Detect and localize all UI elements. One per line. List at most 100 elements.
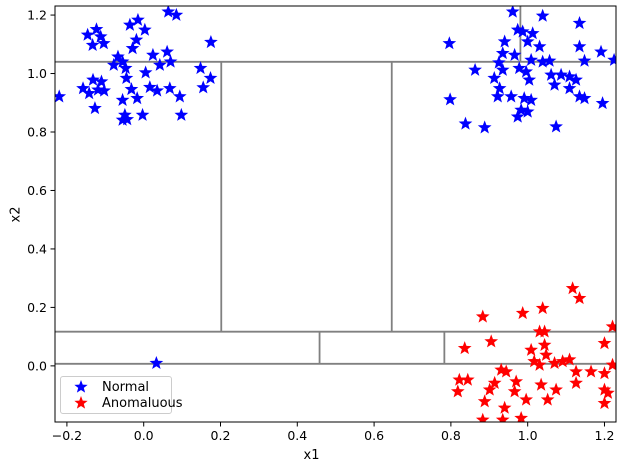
data-point-normal — [111, 49, 125, 63]
data-point-normal — [146, 47, 160, 61]
data-point-normal — [505, 6, 520, 18]
data-point-normal — [495, 62, 510, 76]
data-point-anomalous — [597, 382, 612, 396]
data-point-anomalous — [487, 375, 502, 389]
data-point-normal — [487, 71, 502, 85]
data-point-normal — [520, 34, 535, 48]
data-point-normal — [512, 61, 527, 75]
y-tick-label: 0.2 — [27, 300, 47, 315]
data-point-anomalous — [482, 382, 497, 396]
data-point-anomalous — [532, 357, 547, 371]
legend-entry-normal: Normal — [61, 379, 171, 395]
data-point-normal — [196, 80, 211, 94]
data-point-normal — [161, 6, 176, 18]
data-point-normal — [504, 89, 519, 103]
data-point-anomalous — [569, 375, 583, 389]
y-tick-label: 0.6 — [27, 183, 47, 198]
data-point-anomalous — [519, 392, 533, 406]
data-point-normal — [517, 91, 532, 105]
data-point-normal — [577, 53, 592, 67]
data-point-normal — [203, 71, 218, 85]
y-tick-label: 0.8 — [27, 124, 47, 139]
data-point-normal — [115, 112, 130, 126]
data-point-normal — [510, 109, 525, 123]
data-point-anomalous — [562, 352, 577, 366]
star-icon — [74, 396, 88, 409]
data-point-normal — [492, 55, 506, 69]
x-tick-label: 0.4 — [287, 428, 307, 443]
data-point-normal — [86, 72, 100, 86]
data-point-normal — [547, 77, 562, 91]
data-point-normal — [514, 102, 528, 116]
data-point-normal — [135, 107, 150, 121]
data-point-anomalous — [509, 374, 524, 388]
data-point-anomalous — [565, 281, 580, 295]
x-tick-label: 0.8 — [441, 428, 461, 443]
x-tick-label: 0.6 — [364, 428, 384, 443]
data-point-normal — [524, 52, 538, 66]
star-glyph — [74, 380, 88, 393]
data-point-normal — [163, 54, 178, 68]
data-point-normal — [572, 16, 587, 30]
data-point-normal — [149, 356, 164, 370]
data-point-normal — [594, 44, 608, 58]
data-point-normal — [577, 91, 592, 105]
data-point-normal — [88, 101, 102, 115]
data-point-normal — [138, 65, 153, 79]
data-point-normal — [554, 67, 568, 81]
data-point-normal — [520, 104, 535, 118]
data-point-anomalous — [584, 364, 598, 378]
data-point-anomalous — [535, 301, 550, 315]
data-point-normal — [55, 89, 67, 103]
data-point-normal — [524, 92, 538, 106]
data-point-normal — [193, 61, 208, 75]
data-point-normal — [515, 24, 530, 38]
data-point-anomalous — [457, 341, 472, 355]
data-point-normal — [94, 74, 109, 88]
data-point-normal — [169, 7, 184, 21]
data-point-anomalous — [452, 372, 467, 386]
data-point-anomalous — [537, 337, 552, 351]
x-tick-label: 1.0 — [518, 428, 538, 443]
data-point-anomalous — [547, 356, 562, 370]
data-point-normal — [490, 89, 505, 103]
data-point-anomalous — [527, 354, 542, 368]
data-point-anomalous — [494, 362, 509, 376]
data-point-anomalous — [555, 354, 570, 368]
data-point-normal — [91, 82, 105, 96]
data-point-normal — [535, 54, 550, 68]
data-point-anomalous — [497, 400, 512, 414]
data-point-normal — [150, 83, 164, 97]
data-point-normal — [477, 120, 492, 134]
data-point-normal — [118, 61, 133, 75]
data-point-normal — [96, 36, 111, 50]
data-point-normal — [542, 53, 557, 67]
data-point-anomalous — [605, 357, 616, 371]
data-point-normal — [442, 36, 457, 50]
data-point-anomalous — [475, 412, 490, 422]
data-point-normal — [549, 119, 563, 133]
data-point-anomalous — [507, 384, 522, 398]
data-point-normal — [519, 64, 533, 78]
data-point-anomalous — [549, 382, 563, 396]
data-point-normal — [443, 92, 457, 106]
data-point-anomalous — [605, 319, 616, 333]
data-point-normal — [80, 27, 95, 41]
data-point-anomalous — [601, 385, 615, 399]
data-point-normal — [119, 71, 134, 85]
data-point-normal — [115, 92, 130, 106]
legend-label-normal: Normal — [102, 379, 150, 395]
data-point-anomalous — [524, 342, 538, 356]
data-point-normal — [458, 116, 473, 130]
data-point-normal — [535, 8, 550, 22]
data-point-anomalous — [569, 364, 583, 378]
data-point-anomalous — [540, 392, 555, 406]
data-point-normal — [131, 12, 145, 26]
data-point-normal — [562, 69, 577, 83]
y-axis-label: x2 — [8, 206, 24, 223]
data-point-normal — [124, 82, 139, 96]
data-point-normal — [89, 22, 104, 36]
data-point-anomalous — [532, 324, 547, 338]
data-point-normal — [595, 96, 610, 110]
